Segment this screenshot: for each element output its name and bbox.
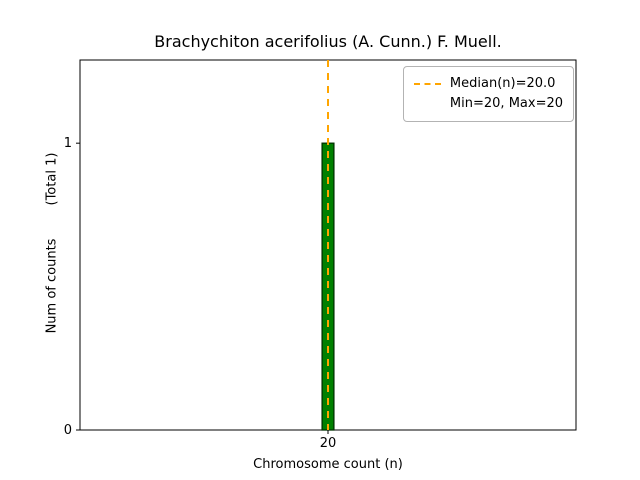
legend-minmax-label: Min=20, Max=20 [449,96,563,111]
legend-entry-minmax: Min=20, Max=20 [414,94,563,114]
y-axis-label: Num of counts (Total 1) [44,152,60,334]
legend: Median(n)=20.0 Min=20, Max=20 [402,66,574,122]
median-dashed-line-icon [413,83,441,85]
legend-median-label: Median(n)=20.0 [449,76,556,91]
legend-spacer-icon [414,103,441,105]
chart-title: Brachychiton acerifolius (A. Cunn.) F. M… [154,32,502,51]
x-axis-label: Chromosome count (n) [253,457,403,472]
y-tick-label: 0 [64,423,72,438]
x-tick-label: 20 [320,436,337,451]
legend-entry-median: Median(n)=20.0 [413,74,563,94]
y-tick-label: 1 [64,136,72,151]
